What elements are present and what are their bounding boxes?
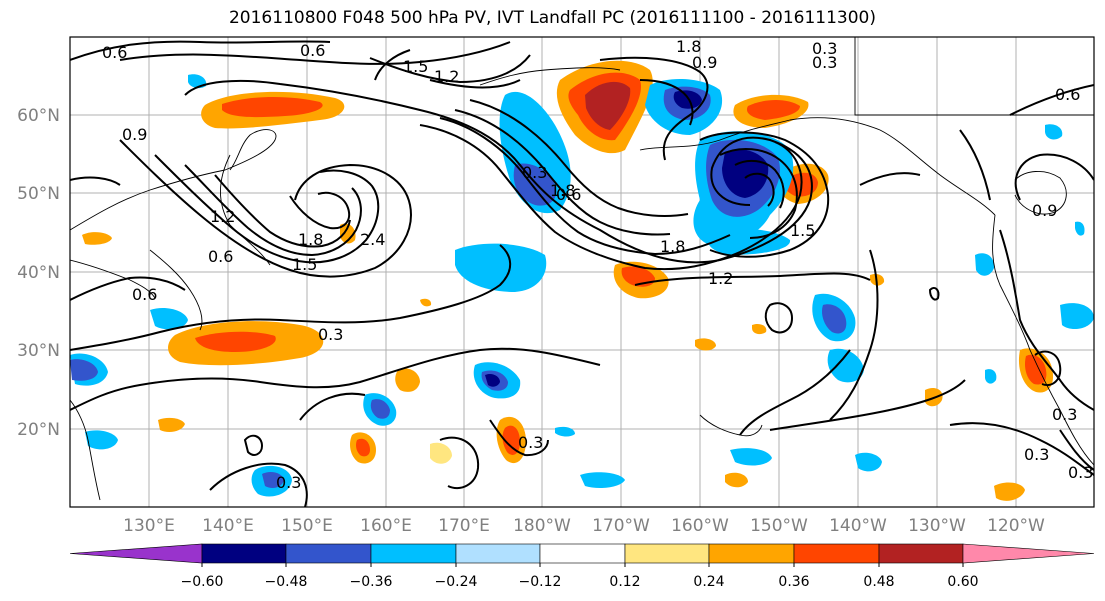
latitude-labels: 60°N 50°N 40°N 30°N 20°N (17, 106, 60, 440)
colorbar-segment (201, 543, 287, 564)
map-frame (69, 36, 1095, 508)
colorbar-tick-label: 0.60 (947, 574, 978, 590)
colorbar-tick-label: −0.12 (519, 574, 562, 590)
contour-label-21: 0.6 (556, 185, 581, 204)
lon-label-180w: 180°W (513, 516, 571, 536)
colorbar-segment (370, 543, 457, 564)
contour-label-13: 0.6 (132, 285, 157, 304)
contour-label-6: 0.3 (812, 39, 837, 58)
colorbar-tick-label: −0.48 (265, 574, 308, 590)
lon-label-120w: 120°W (987, 516, 1045, 536)
contour-label-28: 0.3 (812, 53, 837, 72)
colorbar-segment (878, 543, 964, 564)
colorbar-segment (69, 543, 203, 564)
colorbar-tick-label: 0.36 (778, 574, 809, 590)
contour-label-20: 1.8 (660, 237, 685, 256)
colorbar-tick-label: −0.60 (181, 574, 224, 590)
lat-label-30n: 30°N (17, 341, 60, 361)
contour-label-9: 1.2 (210, 207, 235, 226)
contour-label-12: 1.5 (292, 255, 317, 274)
colorbar-segment (962, 543, 1095, 564)
colorbar-segment (455, 543, 541, 564)
lon-label-130e: 130°E (123, 516, 175, 536)
contour-label-2: 1.5 (403, 57, 428, 76)
lat-label-50n: 50°N (17, 184, 60, 204)
contour-label-3: 1.2 (434, 67, 459, 86)
lon-label-140w: 140°W (829, 516, 887, 536)
contour-label-24: 0.3 (1024, 445, 1049, 464)
lon-label-160w: 160°W (671, 516, 729, 536)
colorbar-tick-label: −0.36 (350, 574, 393, 590)
contour-label-15: 0.6 (208, 247, 233, 266)
lat-label-40n: 40°N (17, 263, 60, 283)
longitude-labels: 130°E 140°E 150°E 160°E 170°E 180°W 170°… (123, 516, 1045, 536)
lon-label-150e: 150°E (281, 516, 333, 536)
contour-label-22: 0.9 (1032, 201, 1057, 220)
contour-label-18: 1.2 (708, 269, 733, 288)
contour-label-19: 1.5 (790, 221, 815, 240)
contour-label-25: 0.3 (1068, 463, 1093, 482)
colorbar-segment (624, 543, 710, 564)
shading-positive (82, 60, 1054, 501)
colorbar-segment (793, 543, 880, 564)
colorbar-segment (285, 543, 372, 564)
lon-label-140e: 140°E (202, 516, 254, 536)
colorbar-segment (539, 543, 626, 564)
contour-label-16: 0.3 (522, 163, 547, 182)
shading-negative (70, 74, 1094, 497)
colorbar-tick-label: 0.24 (693, 574, 724, 590)
contour-label-26: 0.3 (518, 433, 543, 452)
contour-label-27: 0.3 (276, 473, 301, 492)
contour-label-10: 1.8 (298, 230, 323, 249)
lon-label-170e: 170°E (438, 516, 490, 536)
contour-label-8: 0.9 (122, 125, 147, 144)
lat-label-60n: 60°N (17, 106, 60, 126)
lon-label-160e: 160°E (360, 516, 412, 536)
lon-label-150w: 150°W (750, 516, 808, 536)
contour-label-1: 0.6 (300, 41, 325, 60)
contour-label-23: 0.3 (1052, 405, 1077, 424)
pv-contours (70, 40, 1094, 507)
lon-label-170w: 170°W (592, 516, 650, 536)
lat-label-20n: 20°N (17, 420, 60, 440)
colorbar: −0.60 −0.48 −0.36 −0.24 −0.12 0.12 0.24 0.36 0.4… (69, 543, 1095, 590)
contour-label-4: 1.8 (676, 37, 701, 56)
contour-label-14: 0.3 (318, 325, 343, 344)
map-title: 2016110800 F048 500 hPa PV, IVT Landfall… (228, 8, 876, 28)
contour-label-17: 1.8 (550, 181, 575, 200)
colorbar-tick-label: 0.12 (609, 574, 640, 590)
colorbar-segment (708, 543, 795, 564)
contour-label-0: 0.6 (102, 43, 127, 62)
contour-label-11: 2.4 (360, 230, 385, 249)
contour-label-5: 0.9 (692, 53, 717, 72)
contour-labels: 0.6 0.6 1.5 1.2 1.8 0.9 0.3 0.6 0.9 1.2 … (102, 37, 1093, 492)
colorbar-tick-label: −0.24 (435, 574, 478, 590)
contour-label-7: 0.6 (1055, 85, 1080, 104)
colorbar-tick-label: 0.48 (863, 574, 894, 590)
lon-label-130w: 130°W (908, 516, 966, 536)
